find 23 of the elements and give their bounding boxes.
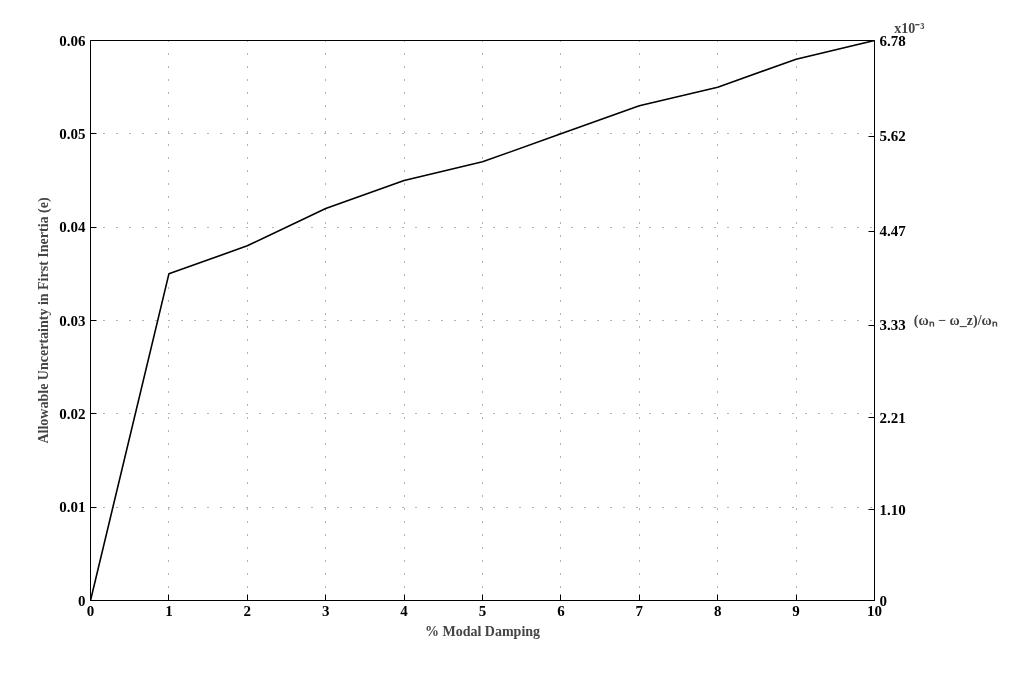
x-tick-label: 4 [400, 602, 409, 619]
x-tick-label: 3 [321, 602, 330, 619]
x-axis-title: % Modal Damping [424, 623, 541, 639]
y2-tick-label: 2.21 [879, 409, 906, 426]
y2-tick-label: 3.33 [879, 317, 906, 334]
y2-tick-label: 5.62 [879, 128, 906, 145]
y-tick-label: 0.05 [59, 125, 86, 142]
y-tick-label: 0.03 [59, 312, 86, 329]
y-axis-title: Allowable Uncertainty in First Inertia (e) [36, 197, 53, 444]
y2-axis-title: (ωₙ − ω_z)/ωₙ [913, 313, 998, 329]
x-tick-label: 1 [165, 602, 173, 619]
y-tick-label: 0.01 [59, 499, 86, 516]
x-tick-label: 9 [792, 602, 800, 619]
y-tick-label: 0.06 [59, 32, 86, 49]
x-tick-label: 5 [478, 602, 487, 619]
x-tick-label: 7 [635, 602, 644, 619]
y-tick-label: 0.02 [59, 405, 86, 422]
x-tick-label: 2 [243, 602, 252, 619]
y2-tick-label: 4.47 [879, 223, 907, 240]
x-tick-label: 8 [713, 602, 722, 619]
y2-tick-label: 1.10 [879, 501, 906, 518]
x-tick-label: 6 [557, 602, 566, 619]
y-tick-label: 0.04 [59, 219, 86, 236]
